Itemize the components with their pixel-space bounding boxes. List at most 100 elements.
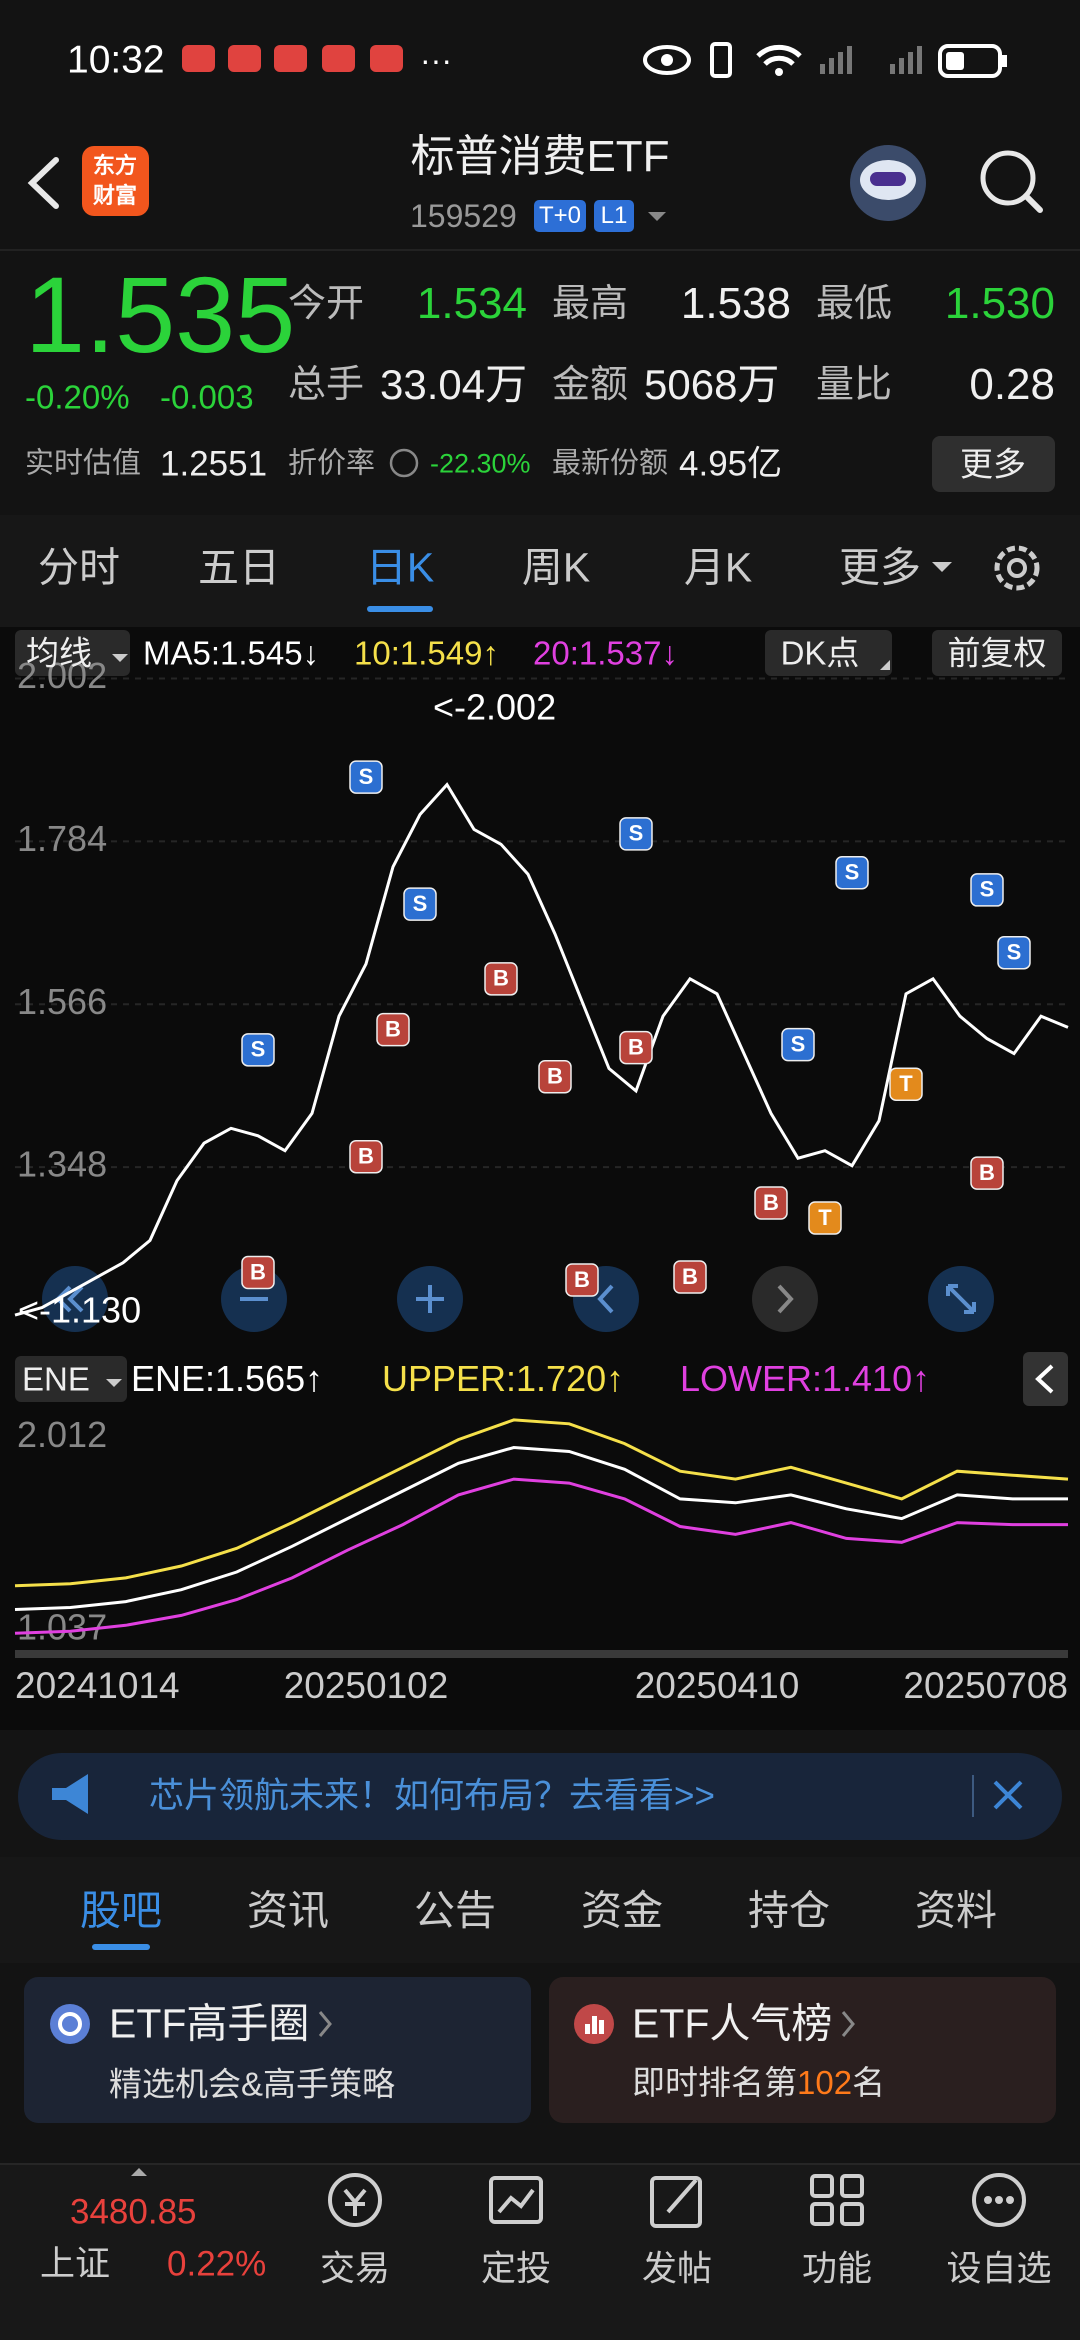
period-tab[interactable]: 分时 bbox=[38, 544, 120, 591]
signal-marker bbox=[538, 1059, 572, 1094]
card-title: ETF人气榜 bbox=[632, 2000, 833, 2047]
signal-marker bbox=[835, 855, 869, 890]
y-tick-label: 2.002 bbox=[17, 655, 107, 696]
stat-value: 1.534 bbox=[416, 279, 527, 328]
adjust-button[interactable] bbox=[932, 630, 1062, 676]
stat-label: 总手 bbox=[288, 364, 365, 406]
signal-label: S bbox=[413, 891, 428, 916]
ma-label: 20:1.537↓ bbox=[533, 634, 678, 672]
badge bbox=[534, 200, 586, 232]
banner-text[interactable]: 芯片领航未来！如何布局？去看看>> bbox=[149, 1776, 715, 1816]
annotation: <-2.002 bbox=[433, 687, 556, 728]
indicator-label[interactable]: 均线 bbox=[26, 634, 92, 672]
signal-marker bbox=[619, 1030, 653, 1065]
dropdown-icon[interactable] bbox=[932, 562, 952, 572]
signal-marker bbox=[484, 962, 518, 996]
signal-label: S bbox=[791, 1031, 806, 1056]
signal-marker bbox=[619, 817, 653, 851]
y-tick-label: 1.784 bbox=[17, 818, 107, 859]
extra-label: 最新份额 bbox=[552, 447, 669, 480]
section-tab[interactable]: 资金 bbox=[581, 1887, 663, 1934]
signal-label: S bbox=[251, 1037, 266, 1062]
indicator-select[interactable] bbox=[15, 630, 130, 676]
collapse-button[interactable] bbox=[1023, 1352, 1068, 1406]
series-line bbox=[14, 782, 1069, 1317]
section-tab[interactable]: 资讯 bbox=[247, 1887, 329, 1934]
y-tick-label: 1.348 bbox=[17, 1144, 107, 1185]
card[interactable] bbox=[549, 1977, 1056, 2123]
more-button[interactable] bbox=[932, 436, 1055, 492]
stat-value: 5068万 bbox=[644, 361, 780, 408]
nav-icons bbox=[328, 2173, 1026, 2228]
badge-text: T+0 bbox=[538, 202, 582, 229]
signal-label: B bbox=[250, 1259, 266, 1284]
signal-marker bbox=[970, 1156, 1004, 1190]
settings-button[interactable] bbox=[994, 545, 1040, 591]
section-tab[interactable]: 资料 bbox=[915, 1887, 997, 1934]
extra-value: 1.2551 bbox=[160, 444, 268, 484]
extra-label: 折价率 bbox=[288, 447, 376, 480]
robot-icon[interactable] bbox=[850, 145, 926, 221]
stat-label: 金额 bbox=[552, 364, 629, 406]
series-line bbox=[14, 1477, 1068, 1635]
rewind-button[interactable] bbox=[42, 1266, 108, 1332]
signal-marker bbox=[403, 887, 437, 921]
section-tab[interactable]: 公告 bbox=[414, 1887, 496, 1934]
info-icon[interactable] bbox=[389, 448, 419, 478]
card[interactable] bbox=[24, 1977, 531, 2123]
adjust-label[interactable]: 前复权 bbox=[947, 634, 1047, 672]
ma-label: MA5:1.545↓ bbox=[143, 634, 320, 672]
period-tab-bar bbox=[0, 515, 1080, 627]
signal-marker bbox=[781, 1027, 815, 1062]
back-button[interactable] bbox=[27, 157, 59, 209]
signal-label: B bbox=[682, 1264, 698, 1289]
tab-underline bbox=[92, 1944, 150, 1950]
dk-label[interactable]: DK点 bbox=[780, 634, 860, 672]
nav-item[interactable]: 发帖 bbox=[641, 2249, 713, 2289]
signal-label: B bbox=[547, 1064, 563, 1089]
signal-label: B bbox=[358, 1144, 374, 1169]
nav-item[interactable]: 定投 bbox=[480, 2249, 552, 2289]
more-button-label[interactable]: 更多 bbox=[960, 445, 1026, 483]
annotation: <-1.130 bbox=[18, 1290, 141, 1331]
period-tab[interactable]: 五日 bbox=[198, 544, 280, 591]
rank: 102 bbox=[797, 2064, 853, 2101]
collapse-icon[interactable] bbox=[1035, 1364, 1054, 1394]
section-tab[interactable]: 股吧 bbox=[80, 1887, 162, 1934]
section-tab-bar bbox=[0, 1857, 1080, 1963]
divider bbox=[0, 249, 1080, 251]
nav-item[interactable]: 功能 bbox=[801, 2249, 873, 2289]
dropdown-icon bbox=[106, 1379, 122, 1387]
signal-marker bbox=[376, 1012, 410, 1047]
period-tab[interactable]: 日K bbox=[365, 544, 435, 591]
nav-item[interactable]: 设自选 bbox=[946, 2249, 1052, 2289]
stat-label: 最低 bbox=[816, 283, 893, 325]
indicator-label[interactable]: ENE bbox=[22, 1360, 90, 1398]
section-tab[interactable]: 持仓 bbox=[748, 1887, 830, 1934]
nav-item[interactable]: 交易 bbox=[319, 2249, 391, 2289]
period-tab[interactable]: 月K bbox=[683, 544, 753, 591]
card-subtitle: 即时排名第102名 bbox=[632, 2066, 885, 2099]
logo-text: 财富 bbox=[92, 183, 138, 208]
signal-label: B bbox=[385, 1016, 401, 1041]
next-button[interactable] bbox=[752, 1266, 818, 1332]
signal-label: S bbox=[845, 860, 860, 885]
close-banner[interactable] bbox=[993, 1780, 1023, 1810]
badge bbox=[594, 200, 634, 232]
period-tab[interactable]: 周K bbox=[521, 544, 591, 591]
signal-label: T bbox=[818, 1205, 832, 1230]
x-tick-label: 20250410 bbox=[635, 1665, 800, 1706]
logo bbox=[82, 146, 149, 216]
card-subtitle: 精选机会&高手策略 bbox=[109, 2065, 396, 2103]
chart-controls bbox=[42, 1266, 994, 1332]
series-line bbox=[14, 1418, 1069, 1588]
stat-value: 1.538 bbox=[680, 279, 791, 328]
search-button[interactable] bbox=[980, 150, 1043, 213]
dk-button[interactable] bbox=[765, 630, 892, 676]
banner[interactable] bbox=[18, 1753, 1062, 1840]
dropdown-icon[interactable] bbox=[648, 212, 666, 221]
period-tab[interactable]: 更多 bbox=[839, 544, 921, 591]
signal-marker bbox=[808, 1201, 842, 1235]
signal-label: S bbox=[980, 877, 995, 902]
